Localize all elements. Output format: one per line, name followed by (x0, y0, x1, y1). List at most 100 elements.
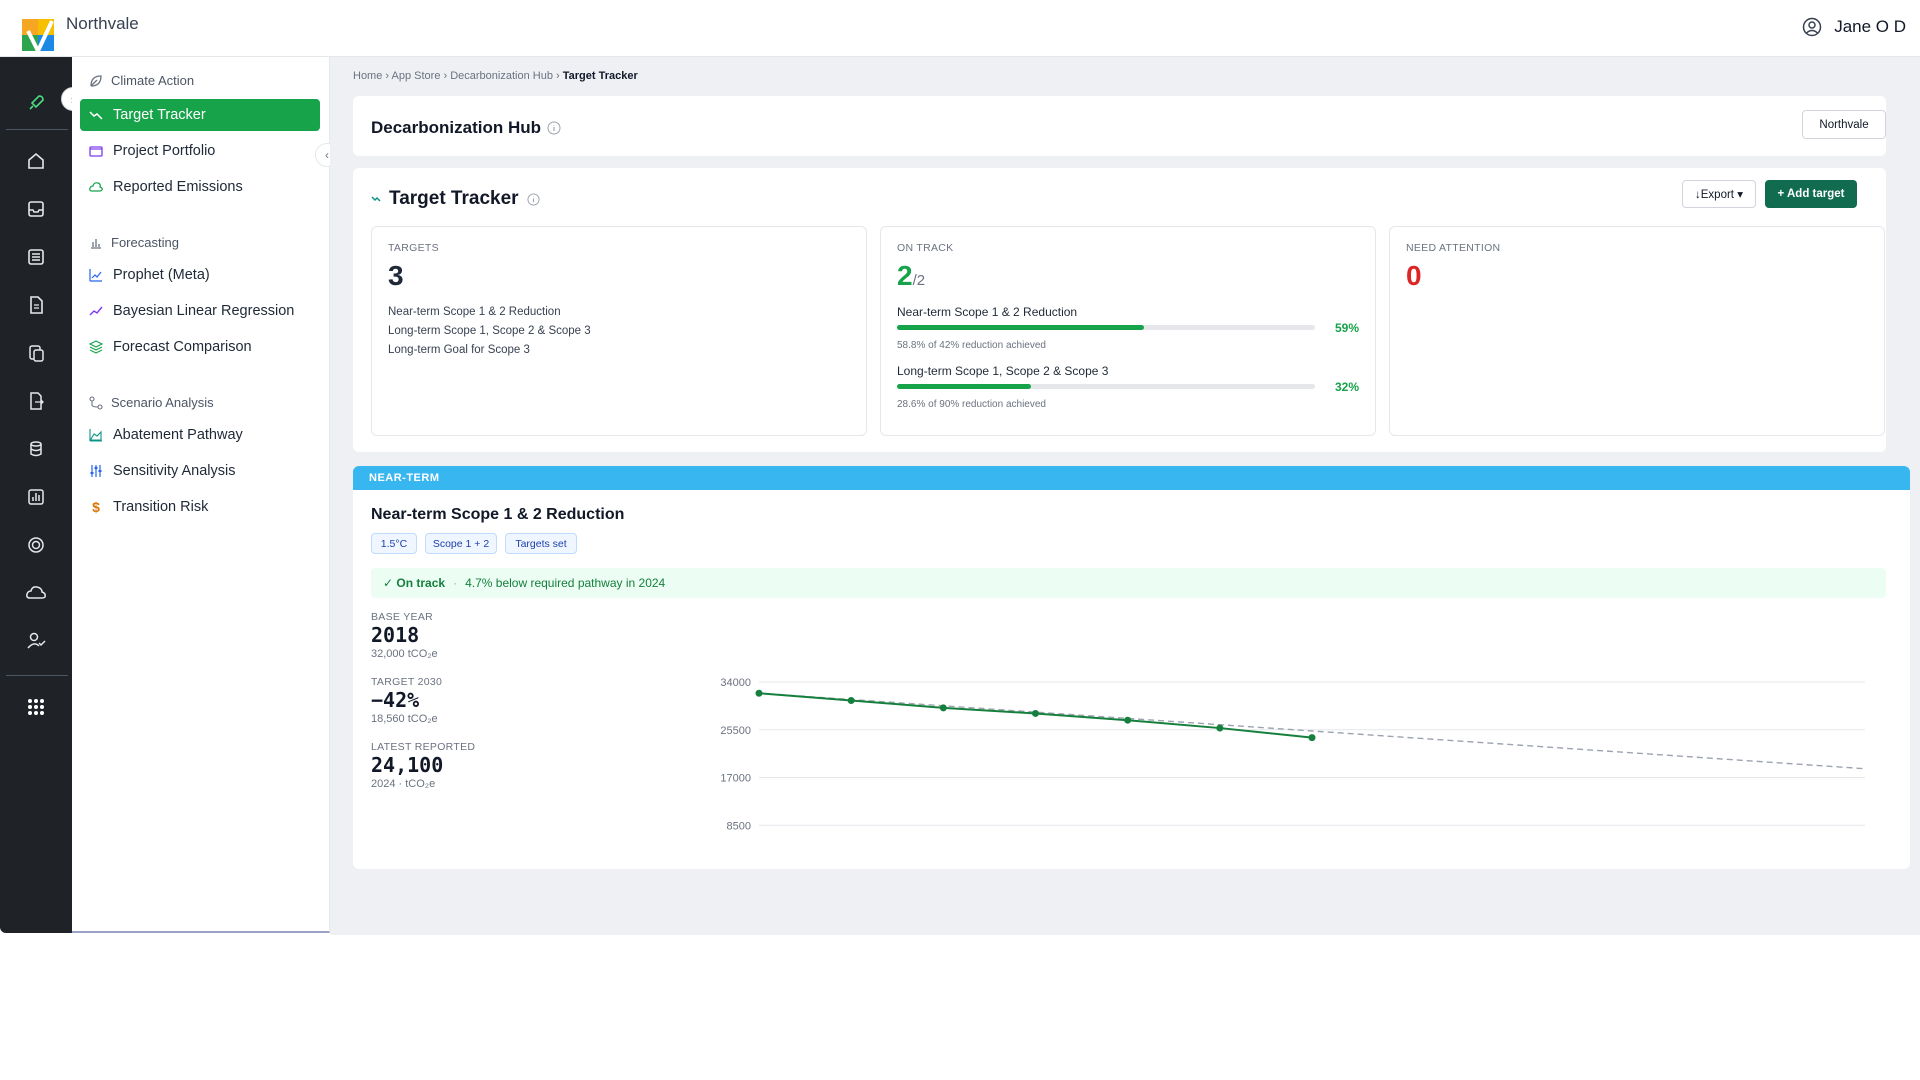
y-tick-label: 34000 (720, 677, 751, 689)
breadcrumb: Home › App Store › Decarbonization Hub ›… (353, 70, 638, 82)
kpi-label: TARGET 2030 (371, 676, 443, 688)
layers-icon (89, 340, 103, 354)
kpi-subtext: 2024 · tCO₂e (371, 778, 436, 790)
home-icon[interactable] (22, 147, 50, 175)
sidebar-item-forecast-comparison[interactable]: Forecast Comparison (80, 331, 320, 363)
actual-point (1308, 734, 1316, 742)
leaf-icon (90, 74, 102, 87)
cloud-icon (89, 182, 103, 192)
status-label: ✓ On track (383, 576, 446, 590)
chip-scope: Scope 1 + 2 (425, 533, 497, 554)
stat-label: TARGETS (388, 242, 439, 254)
page-title: Decarbonization Hub (371, 118, 561, 138)
kpi-value: 24,100 (371, 753, 444, 777)
hub-header-card: Decarbonization Hub Northvale (353, 96, 1886, 156)
user-name: Jane O D (1834, 17, 1906, 36)
required-pathway-line (758, 692, 1866, 770)
target-tracker-card: Target Tracker ↓Export ▾ + Add target TA… (353, 168, 1886, 452)
sidebar-item-label: Transition Risk (113, 499, 209, 515)
progress-fill (897, 325, 1144, 330)
progress-fill (897, 384, 1031, 389)
kpi-value: −42% (371, 688, 420, 712)
target-title: Near-term Scope 1 & 2 Reduction (371, 506, 625, 523)
top-bar: Northvale Jane O D (0, 0, 1920, 57)
apps-grid-icon[interactable] (22, 693, 50, 721)
sidebar-item-label: Forecast Comparison (113, 339, 252, 355)
add-target-button[interactable]: + Add target (1765, 180, 1857, 208)
database-icon[interactable] (22, 435, 50, 463)
sidebar-item-reported-emissions[interactable]: Reported Emissions (80, 171, 320, 203)
trend-icon (89, 111, 103, 120)
stat-label: ON TRACK (897, 242, 954, 254)
sliders-icon (90, 465, 102, 477)
target-list-item[interactable]: Long-term Scope 1, Scope 2 & Scope 3 (388, 325, 591, 337)
target-icon[interactable] (22, 531, 50, 559)
sidebar-item-bayesian[interactable]: Bayesian Linear Regression (80, 295, 320, 327)
document-icon[interactable] (22, 291, 50, 319)
inbox-icon[interactable] (22, 195, 50, 223)
export-button[interactable]: ↓Export ▾ (1682, 180, 1756, 208)
breadcrumb-home[interactable]: Home (353, 70, 383, 82)
co2-cloud-icon[interactable] (22, 579, 50, 607)
breadcrumb-app-store[interactable]: App Store (391, 70, 441, 82)
sidebar-item-project-portfolio[interactable]: Project Portfolio (80, 135, 320, 167)
progress-bar (897, 325, 1315, 330)
sidebar-item-target-tracker[interactable]: Target Tracker (80, 99, 320, 131)
line-chart-icon (89, 269, 102, 282)
target-list-item[interactable]: Near-term Scope 1 & 2 Reduction (388, 306, 561, 318)
near-term-card: NEAR-TERM Near-term Scope 1 & 2 Reductio… (353, 466, 1910, 869)
org-selector-button[interactable]: Northvale (1802, 110, 1886, 139)
app-logo[interactable] (20, 17, 58, 55)
sidebar-item-label: Bayesian Linear Regression (113, 303, 295, 319)
main-content: Home › App Store › Decarbonization Hub ›… (330, 57, 1920, 935)
kpi-subtext: 32,000 tCO₂e (371, 648, 438, 660)
sidebar-item-label: Project Portfolio (113, 143, 216, 159)
progress-percent: 59% (1334, 321, 1359, 335)
user-circle-icon (1802, 17, 1822, 37)
info-icon[interactable] (527, 192, 540, 206)
target-list-item[interactable]: Long-term Goal for Scope 3 (388, 344, 530, 356)
brand-name: Northvale (66, 14, 139, 33)
chip-temperature: 1.5°C (371, 533, 417, 554)
breadcrumb-current: Target Tracker (562, 70, 638, 82)
stat-value: 0 (1406, 260, 1422, 291)
actual-point (1032, 709, 1039, 717)
targets-stat-card: TARGETS 3 Near-term Scope 1 & 2 Reductio… (371, 226, 867, 436)
breadcrumb-decarbonization-hub[interactable]: Decarbonization Hub (450, 70, 553, 82)
sidebar-item-transition-risk[interactable]: $ Transition Risk (80, 491, 320, 523)
y-tick-label: 8500 (727, 820, 751, 832)
sidebar-item-prophet[interactable]: Prophet (Meta) (80, 259, 320, 291)
actual-point (847, 697, 855, 705)
bar-chart-icon[interactable] (22, 483, 50, 511)
kpi-value: 2018 (371, 623, 420, 647)
rocket-icon[interactable] (22, 89, 50, 117)
file-export-icon[interactable] (22, 387, 50, 415)
section-forecasting: Forecasting (89, 235, 179, 250)
stat-value: 3 (388, 260, 404, 291)
y-tick-label: 0 (745, 868, 751, 869)
user-check-icon[interactable] (22, 627, 50, 655)
section-title: Target Tracker (371, 188, 540, 210)
files-icon[interactable] (22, 339, 50, 367)
progress-label: Long-term Scope 1, Scope 2 & Scope 3 (897, 364, 1109, 378)
status-banner: ✓ On track · 4.7% below required pathway… (371, 568, 1886, 598)
sidebar: Climate Action Target Tracker Project Po… (72, 57, 330, 933)
emissions-chart: 0850017000255003400020182019202020212022… (720, 677, 1866, 869)
near-term-band: NEAR-TERM (353, 466, 1910, 490)
actual-point (1124, 716, 1132, 724)
actual-point (755, 689, 763, 697)
chip-targets-set: Targets set (505, 533, 577, 554)
icon-rail (0, 57, 72, 933)
stat-label: NEED ATTENTION (1406, 242, 1501, 254)
actual-point (1216, 724, 1224, 732)
status-separator: · (453, 576, 458, 590)
user-menu[interactable]: Jane O D (1802, 17, 1906, 37)
trend-icon (371, 196, 381, 202)
status-text: 4.7% below required pathway in 2024 (465, 576, 666, 590)
sidebar-item-abatement-pathway[interactable]: Abatement Pathway (80, 419, 320, 451)
list-icon[interactable] (22, 243, 50, 271)
progress-percent: 32% (1334, 380, 1359, 394)
sidebar-item-sensitivity-analysis[interactable]: Sensitivity Analysis (80, 455, 320, 487)
bar-chart-icon (91, 238, 101, 249)
info-icon[interactable] (547, 121, 561, 135)
